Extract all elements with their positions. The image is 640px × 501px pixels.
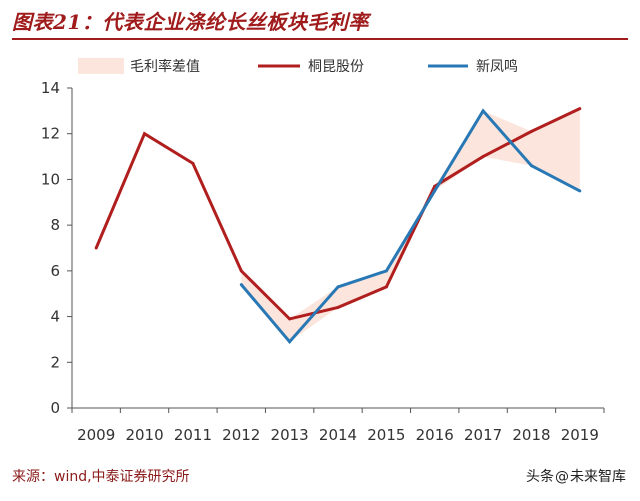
x-tick-label: 2012 (222, 426, 260, 444)
y-tick-label: 8 (50, 216, 60, 234)
y-tick-label: 10 (41, 170, 60, 188)
y-tick-label: 4 (50, 308, 60, 326)
x-tick-label: 2015 (367, 426, 405, 444)
y-tick-label: 12 (41, 125, 60, 143)
data-point-tongkun (288, 317, 292, 321)
legend-swatch-difference (78, 58, 124, 74)
x-tick-label: 2011 (174, 426, 212, 444)
data-point-tongkun (530, 129, 533, 133)
chart-title: 图表21：代表企业涤纶长丝板块毛利率 (12, 10, 369, 34)
difference-band (241, 108, 580, 342)
legend-label-xinfengming: 新凤鸣 (476, 58, 518, 75)
data-point-xinfengming (530, 164, 533, 168)
data-point-tongkun (481, 155, 485, 159)
data-point-xinfengming (336, 285, 340, 289)
watermark-prefix: 头条 (526, 469, 554, 485)
data-point-xinfengming (433, 189, 437, 193)
line-chart: 毛利率差值 桐昆股份 新凤鸣 0 2 4 6 8 10 12 14 2009 2010 2011 20… (41, 58, 605, 444)
y-tick-label: 14 (41, 79, 60, 97)
y-tick-label: 6 (50, 262, 60, 280)
data-point-tongkun (94, 246, 98, 250)
x-tick-label: 2016 (416, 426, 454, 444)
source-note: 来源：wind,中泰证券研究所 (12, 469, 190, 485)
data-point-tongkun (239, 269, 243, 273)
x-tick-label: 2019 (561, 426, 599, 444)
data-point-tongkun (336, 305, 340, 309)
data-point-xinfengming (578, 189, 582, 193)
legend-label-difference: 毛利率差值 (130, 58, 200, 75)
title-underline (12, 38, 628, 40)
legend-label-tongkun: 桐昆股份 (308, 59, 364, 75)
data-point-xinfengming (384, 269, 388, 273)
data-point-tongkun (143, 132, 146, 136)
series-line-xinfengming (240, 108, 581, 344)
plot-area: 0 2 4 6 8 10 12 14 2009 2010 2011 2012 2013 2014 2015 2… (41, 79, 605, 444)
data-point-xinfengming (239, 283, 243, 287)
data-point-tongkun (384, 285, 388, 289)
x-tick-label: 2010 (125, 426, 163, 444)
x-tick-label: 2014 (319, 426, 357, 444)
data-point-xinfengming (288, 340, 292, 344)
data-point-xinfengming (481, 109, 485, 113)
x-tick-label: 2018 (512, 426, 550, 444)
watermark: 头条@未来智库 (526, 466, 626, 486)
x-tick-label: 2017 (464, 426, 502, 444)
legend: 毛利率差值 桐昆股份 新凤鸣 (78, 58, 518, 75)
y-tick-label: 0 (50, 399, 60, 417)
x-tick-label: 2009 (77, 426, 115, 444)
data-point-tongkun (578, 107, 582, 111)
x-tick-label: 2013 (271, 426, 309, 444)
watermark-handle: 未来智库 (570, 469, 626, 485)
watermark-at: @ (555, 469, 569, 485)
data-point-tongkun (191, 161, 195, 165)
y-tick-label: 2 (50, 353, 60, 371)
